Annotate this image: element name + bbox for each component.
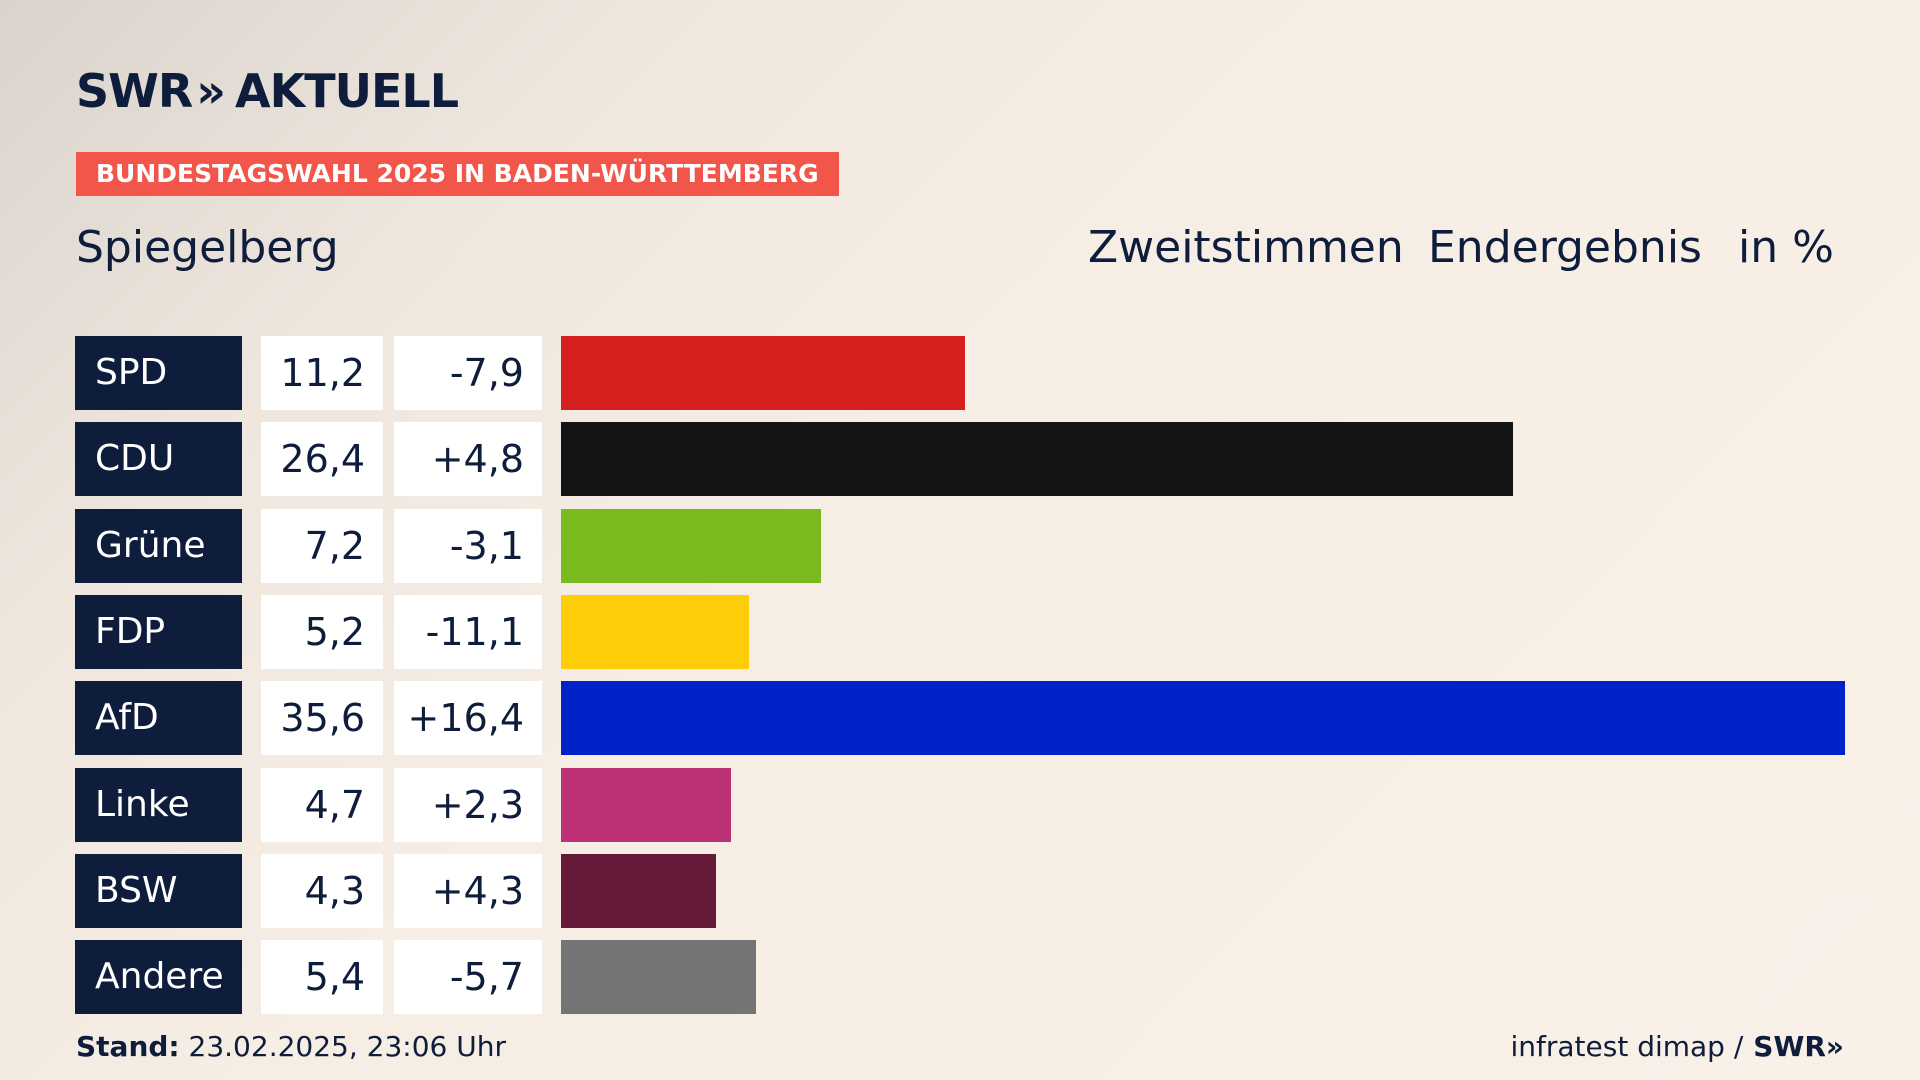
vote-share-value: 11,2 [261, 336, 383, 410]
vote-share-value: 5,2 [261, 594, 383, 669]
stand-value: 23.02.2025, 23:06 Uhr [188, 1030, 506, 1063]
vote-change-value: +2,3 [394, 767, 542, 842]
vote-change-value: -3,1 [394, 508, 542, 583]
party-label: AfD [75, 681, 242, 756]
source-credit: infratest dimap / SWR» [1510, 1030, 1844, 1063]
vote-share-value: 4,7 [261, 767, 383, 842]
brand-swr: SWR [76, 64, 193, 118]
result-row: SPD 11,2 -7,9 [0, 336, 1920, 410]
election-banner: BUNDESTAGSWAHL 2025 IN BADEN-WÜRTTEMBERG [76, 152, 839, 196]
vote-share-bar [561, 767, 731, 842]
timestamp: Stand: 23.02.2025, 23:06 Uhr [76, 1030, 506, 1063]
vote-change-value: +4,8 [394, 422, 542, 497]
party-label: CDU [75, 422, 242, 497]
vote-share-bar [561, 508, 821, 583]
brand-aktuell: AKTUELL [235, 64, 459, 118]
vote-share-bar [561, 940, 756, 1015]
brand-chevron-icon: » [196, 64, 226, 118]
unit-label: in % [1738, 222, 1834, 273]
vote-change-value: +4,3 [394, 853, 542, 928]
party-label: BSW [75, 853, 242, 928]
vote-share-value: 4,3 [261, 853, 383, 928]
party-label: Grüne [75, 508, 242, 583]
result-row: Grüne 7,2 -3,1 [0, 508, 1920, 583]
party-label: SPD [75, 336, 242, 410]
party-label: Andere [75, 940, 242, 1015]
vote-change-value: +16,4 [394, 681, 542, 756]
party-label: Linke [75, 767, 242, 842]
result-row: Linke 4,7 +2,3 [0, 767, 1920, 842]
result-row: CDU 26,4 +4,8 [0, 422, 1920, 497]
source-brand: SWR» [1753, 1030, 1844, 1063]
region-title: Spiegelberg [76, 222, 339, 273]
vote-share-bar [561, 336, 965, 410]
vote-share-value: 7,2 [261, 508, 383, 583]
result-row: BSW 4,3 +4,3 [0, 853, 1920, 928]
result-row: FDP 5,2 -11,1 [0, 594, 1920, 669]
vote-share-bar [561, 594, 749, 669]
vote-share-value: 35,6 [261, 681, 383, 756]
stand-label: Stand: [76, 1030, 180, 1063]
result-row: Andere 5,4 -5,7 [0, 940, 1920, 1015]
swr-aktuell-logo: SWR » AKTUELL [76, 64, 459, 118]
vote-change-value: -11,1 [394, 594, 542, 669]
vote-change-value: -7,9 [394, 336, 542, 410]
vote-type-label: Zweitstimmen [1088, 222, 1404, 273]
vote-share-value: 5,4 [261, 940, 383, 1015]
vote-share-value: 26,4 [261, 422, 383, 497]
source-text: infratest dimap / [1510, 1030, 1744, 1063]
result-type-label: Endergebnis [1428, 222, 1702, 273]
result-row: AfD 35,6 +16,4 [0, 681, 1920, 756]
vote-share-bar [561, 422, 1513, 497]
vote-share-bar [561, 853, 716, 928]
party-label: FDP [75, 594, 242, 669]
vote-change-value: -5,7 [394, 940, 542, 1015]
vote-share-bar [561, 681, 1845, 756]
